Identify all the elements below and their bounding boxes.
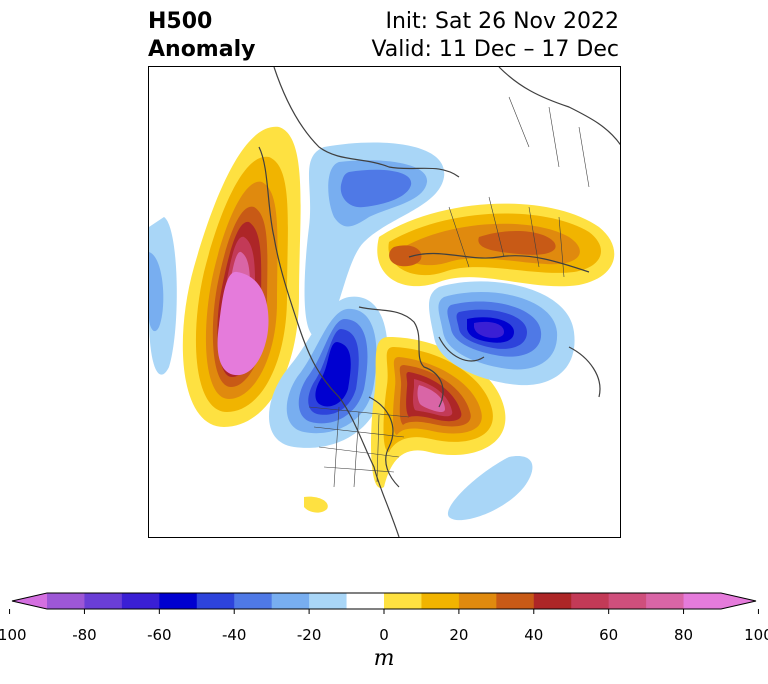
anomaly-small-positive	[304, 496, 328, 513]
colorbar-segment	[384, 593, 422, 609]
anomaly-subtropical-atlantic-trough	[447, 456, 533, 521]
title-right: Init: Sat 26 Nov 2022 Valid: 11 Dec – 17…	[371, 8, 619, 64]
colorbar-tick-label: 60	[599, 626, 619, 644]
colorbar	[9, 592, 759, 614]
anomaly-northeast-pacific-ridge	[182, 126, 301, 428]
colorbar-min-extend	[12, 593, 47, 609]
colorbar-tick-label: 40	[524, 626, 544, 644]
anomaly-western-us-trough	[269, 296, 388, 448]
colorbar-segment	[458, 593, 497, 609]
colorbar-segment	[271, 593, 310, 609]
title-anomaly: Anomaly	[148, 37, 256, 62]
colorbar-segment	[159, 593, 198, 609]
colorbar-segment	[196, 593, 235, 609]
anomaly-western-pacific-trough	[149, 217, 177, 375]
colorbar-tick-label: 20	[449, 626, 469, 644]
colorbar-segment	[234, 593, 273, 609]
colorbar-segment	[421, 593, 460, 609]
colorbar-tick-label: -20	[296, 626, 322, 644]
colorbar-outline	[11, 592, 757, 610]
colorbar-segment	[309, 593, 348, 609]
colorbar-max-extend	[721, 593, 756, 609]
colorbar-tick-label: 0	[379, 626, 389, 644]
colorbar-segment	[84, 593, 123, 609]
colorbar-segment	[608, 593, 647, 609]
colorbar-segment	[121, 593, 160, 609]
init-date: Init: Sat 26 Nov 2022	[385, 9, 619, 34]
anomaly-north-atlantic-trough	[429, 281, 575, 386]
colorbar-segment	[496, 593, 535, 609]
colorbar-segment	[346, 593, 385, 609]
map-svg	[149, 67, 620, 537]
anomaly-eastern-canada-ridge	[371, 337, 506, 489]
title-variable: H500	[148, 9, 213, 34]
colorbar-segment	[683, 593, 722, 609]
coastlines	[258, 67, 620, 537]
units-label: m	[373, 646, 395, 671]
colorbar-tick-label: -80	[72, 626, 97, 644]
colorbar-tick-label: -100	[0, 626, 27, 644]
colorbar-tick-label: 80	[674, 626, 694, 644]
colorbar-segment	[47, 593, 85, 609]
valid-range: Valid: 11 Dec – 17 Dec	[371, 37, 619, 62]
anomaly-northern-eurasia-ridge	[377, 203, 615, 287]
colorbar-segment	[571, 593, 610, 609]
anomaly-arctic-canada-trough	[304, 142, 445, 338]
colorbar-tick-label: -40	[221, 626, 247, 644]
political-borders	[308, 96, 590, 488]
anomaly-map	[148, 66, 621, 538]
colorbar-segment	[646, 593, 685, 609]
colorbar-tick-label: 100	[744, 626, 768, 644]
title-left: H500 Anomaly	[148, 8, 255, 64]
colorbar-segment	[533, 593, 572, 609]
colorbar-tick-label: -60	[147, 626, 172, 644]
